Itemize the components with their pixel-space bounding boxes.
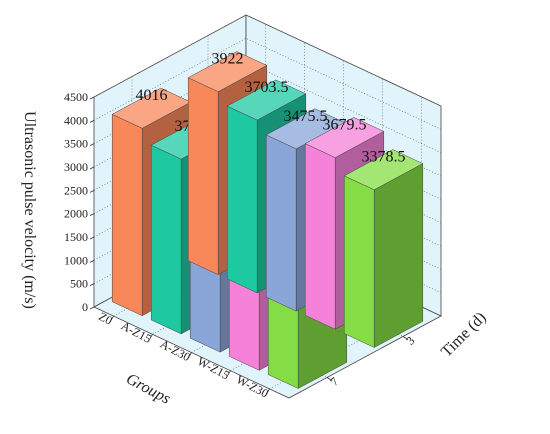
x-tick-mark bbox=[227, 370, 231, 376]
x-axis-title: Groups bbox=[123, 370, 173, 407]
bar-front-face bbox=[226, 105, 258, 294]
x-tick-mark bbox=[149, 334, 153, 340]
bar-front-face bbox=[111, 113, 143, 317]
x-tick-mark bbox=[266, 388, 270, 395]
bar-W-Z30-t3: 3378.5 bbox=[343, 149, 424, 348]
y-tick-label: 2500 bbox=[64, 183, 88, 197]
x-tick-mark bbox=[188, 352, 192, 358]
data-label: 3922 bbox=[212, 51, 244, 68]
z-tick-mark bbox=[402, 336, 409, 340]
data-label: 3475.5 bbox=[284, 108, 328, 125]
y-tick-mark bbox=[89, 283, 95, 287]
z-tick-mark bbox=[326, 377, 333, 381]
y-tick-label: 0 bbox=[82, 300, 88, 314]
y-tick-mark bbox=[89, 96, 95, 100]
y-tick-label: 3500 bbox=[64, 137, 88, 151]
y-tick-mark bbox=[89, 166, 95, 170]
y-tick-mark bbox=[89, 189, 95, 193]
data-label: 3679.5 bbox=[323, 117, 367, 134]
y-tick-label: 2000 bbox=[64, 207, 88, 221]
z-tick-label: 7 bbox=[327, 374, 341, 388]
y-tick-label: 4000 bbox=[64, 113, 88, 127]
data-label: 3378.5 bbox=[362, 149, 406, 166]
bar-top-face bbox=[343, 149, 424, 191]
bar-front-face bbox=[304, 143, 336, 330]
bars: 4016374535973725355939223703.53475.53679… bbox=[111, 51, 424, 389]
y-axis-title: Ultrasonic pulse velocity (m/s) bbox=[21, 111, 38, 309]
y-tick-mark bbox=[89, 213, 95, 217]
y-tick-label: 1500 bbox=[64, 230, 88, 244]
z-axis-title: Time (d) bbox=[438, 309, 490, 361]
y-tick-mark bbox=[89, 119, 95, 123]
y-tick-mark bbox=[89, 143, 95, 147]
data-label: 3703.5 bbox=[245, 79, 289, 96]
bar-side-face bbox=[373, 163, 424, 348]
bar-top-face bbox=[304, 117, 385, 158]
data-label: 4016 bbox=[136, 87, 168, 104]
y-tick-label: 500 bbox=[70, 277, 88, 291]
bar-front-face bbox=[187, 77, 219, 276]
x-tick-mark bbox=[110, 315, 114, 322]
y-tick-label: 1000 bbox=[64, 253, 88, 267]
y-tick-mark bbox=[89, 259, 95, 263]
bar-top-face bbox=[226, 79, 307, 121]
z-tick-label: 3 bbox=[403, 333, 417, 347]
bar-front-face bbox=[150, 144, 182, 335]
y-tick-mark bbox=[89, 306, 95, 310]
y-gridline bbox=[93, 37, 442, 130]
y-tick-label: 3000 bbox=[64, 160, 88, 174]
x-tick-label: Z0 bbox=[96, 309, 114, 328]
y-tick-mark bbox=[89, 236, 95, 240]
bar-front-face bbox=[265, 134, 297, 312]
bar-top-face bbox=[187, 51, 268, 92]
y-tick-label: 4500 bbox=[64, 90, 88, 104]
bar-front-face bbox=[343, 175, 375, 348]
y-gridline bbox=[93, 14, 442, 107]
